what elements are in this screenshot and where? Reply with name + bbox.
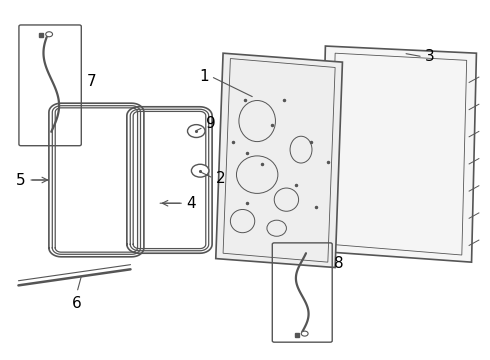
Text: 4: 4 bbox=[187, 196, 196, 211]
Text: 2: 2 bbox=[216, 171, 225, 186]
Text: 8: 8 bbox=[334, 256, 343, 271]
Circle shape bbox=[46, 32, 52, 37]
Text: 7: 7 bbox=[87, 74, 96, 89]
Text: 1: 1 bbox=[199, 69, 208, 84]
Text: 3: 3 bbox=[425, 49, 435, 64]
Text: 5: 5 bbox=[16, 172, 26, 188]
Polygon shape bbox=[216, 53, 343, 267]
Text: 6: 6 bbox=[72, 296, 82, 311]
Circle shape bbox=[192, 164, 209, 177]
Circle shape bbox=[301, 331, 308, 336]
Polygon shape bbox=[320, 46, 476, 262]
Circle shape bbox=[188, 125, 205, 138]
Text: 9: 9 bbox=[206, 116, 216, 131]
